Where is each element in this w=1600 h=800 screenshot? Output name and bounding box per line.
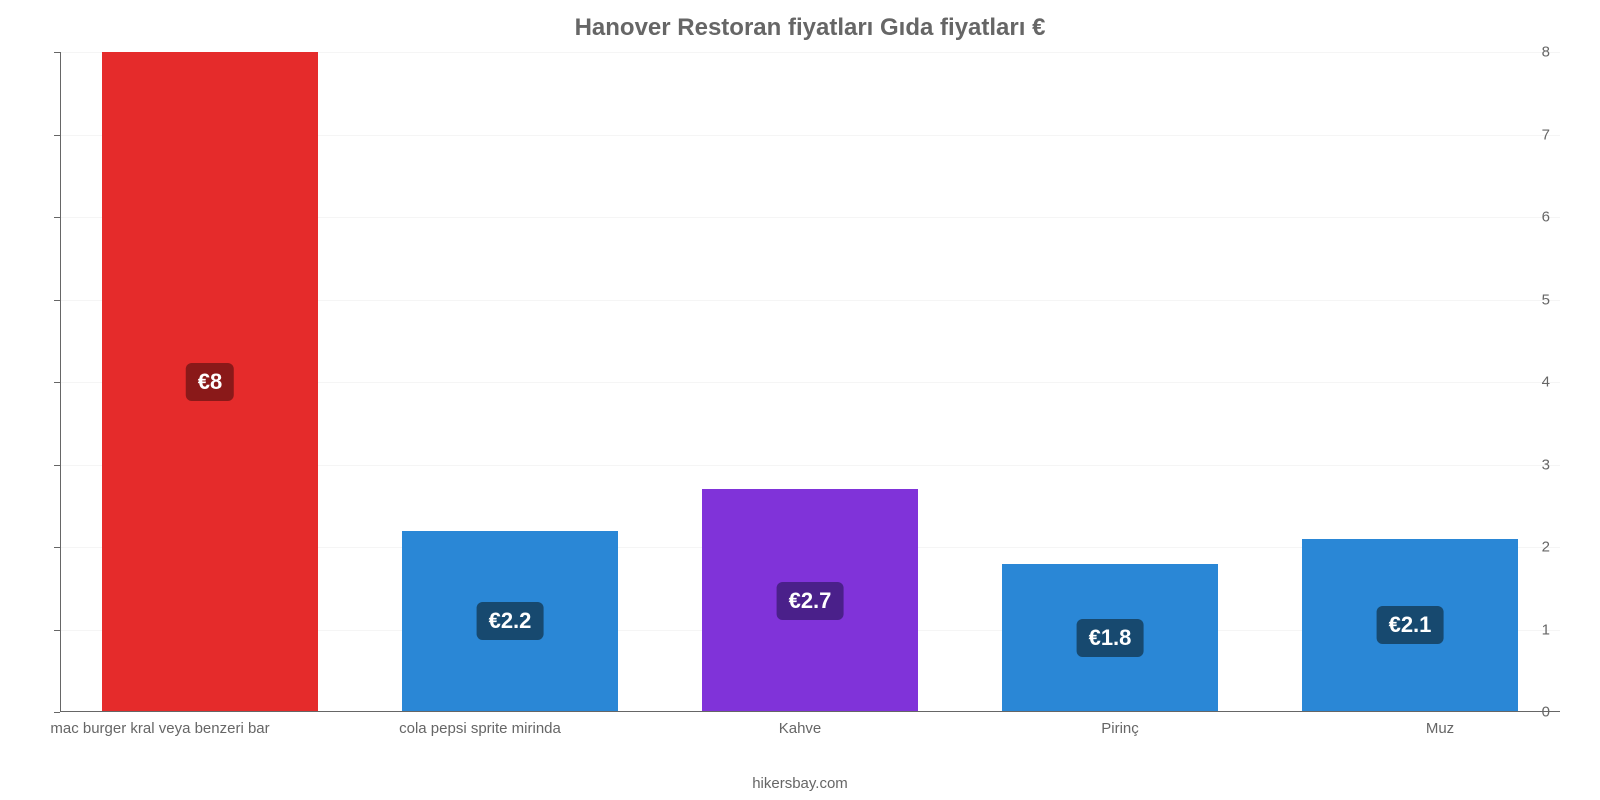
bar-slot: €2.7	[660, 52, 960, 712]
bar-chart: Hanover Restoran fiyatları Gıda fiyatlar…	[0, 0, 1600, 800]
chart-title: Hanover Restoran fiyatları Gıda fiyatlar…	[60, 0, 1560, 52]
x-tick-label: Pirinç	[960, 712, 1280, 737]
x-tick-labels: mac burger kral veya benzeri barcola pep…	[0, 712, 1600, 737]
x-tick-label: mac burger kral veya benzeri bar	[0, 712, 320, 737]
bar-slot: €1.8	[960, 52, 1260, 712]
bar-slot: €8	[60, 52, 360, 712]
x-tick-label: cola pepsi sprite mirinda	[320, 712, 640, 737]
value-badge: €8	[186, 363, 234, 401]
value-badge: €2.7	[777, 582, 844, 620]
x-tick-label: Muz	[1280, 712, 1600, 737]
bars-container: €8 €2.2 €2.7 €1.8 €2.1	[60, 52, 1560, 712]
value-badge: €2.2	[477, 602, 544, 640]
plot-area: 012345678 €8€2.2€2.7€1.8€2.1	[60, 52, 1560, 712]
bar-slot: €2.2	[360, 52, 660, 712]
chart-footer: hikersbay.com	[0, 775, 1600, 792]
value-badge: €1.8	[1077, 619, 1144, 657]
value-badge: €2.1	[1377, 606, 1444, 644]
bar-slot: €2.1	[1260, 52, 1560, 712]
x-tick-label: Kahve	[640, 712, 960, 737]
